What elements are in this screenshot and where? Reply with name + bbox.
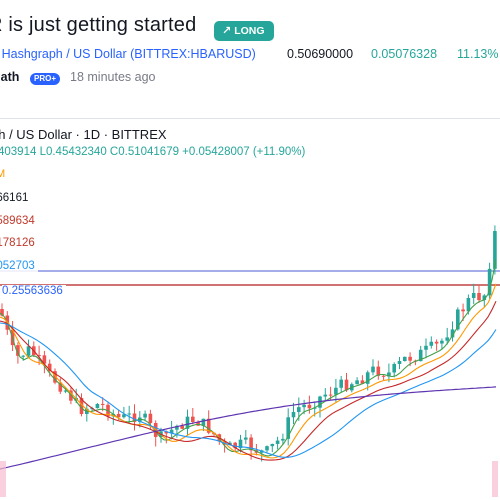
candle-body-71 <box>376 366 381 376</box>
candle-body-82 <box>434 341 439 344</box>
candle-body-35 <box>185 416 190 429</box>
candle-body-76 <box>403 356 407 362</box>
candle-body-61 <box>323 394 328 397</box>
candle-body-67 <box>355 380 359 385</box>
candle-body-50 <box>265 446 269 451</box>
candle-body-25 <box>132 413 137 422</box>
price-chart[interactable] <box>0 119 500 500</box>
symbol-change-percent: 11.13% <box>457 47 499 61</box>
symbol-change: 0.05076328 <box>371 47 438 61</box>
candle-body-27 <box>143 413 147 418</box>
candle-body-72 <box>381 375 386 377</box>
long-badge-label: LONG <box>234 25 265 37</box>
candle-body-65 <box>344 379 349 391</box>
candle-body-51 <box>270 443 275 447</box>
candle-body-39 <box>206 418 211 433</box>
candle-body-68 <box>360 380 365 384</box>
ma-line-red <box>0 300 497 461</box>
candle-body-93 <box>493 230 497 269</box>
candle-body-36 <box>191 416 195 422</box>
candle-body-53 <box>281 438 285 441</box>
candle-body-74 <box>392 363 396 373</box>
candle-body-15 <box>79 398 84 415</box>
ma-line-orange <box>0 283 497 459</box>
candle-body-32 <box>169 429 174 434</box>
candle-body-89 <box>471 292 476 298</box>
candle-body-88 <box>466 297 471 312</box>
candle-body-73 <box>387 372 391 377</box>
candle-body-58 <box>307 404 312 409</box>
candle-body-81 <box>429 341 434 346</box>
candle-body-34 <box>180 425 184 429</box>
candle-body-86 <box>456 309 460 330</box>
candle-body-63 <box>334 387 338 395</box>
candle-body-47 <box>249 437 253 451</box>
candle-body-9 <box>47 363 52 372</box>
candle-body-80 <box>424 345 428 350</box>
candle-body-57 <box>302 404 306 408</box>
candle-body-52 <box>275 440 280 444</box>
candle-body-7 <box>37 355 41 357</box>
author-name[interactable]: nath <box>0 70 20 84</box>
ma-line-purple <box>0 386 497 470</box>
volume-bar-left <box>0 461 6 497</box>
candle-body-24 <box>127 413 131 415</box>
candle-body-44 <box>233 442 237 449</box>
candle-body-4 <box>21 355 25 357</box>
candle-body-12 <box>63 390 68 392</box>
candle-body-37 <box>196 421 200 426</box>
candle-body-75 <box>397 361 402 364</box>
candle-body-5 <box>26 346 31 356</box>
candle-body-62 <box>328 394 333 396</box>
candle-body-77 <box>408 356 412 361</box>
candle-body-92 <box>487 268 492 296</box>
candle-body-31 <box>164 431 169 434</box>
candle-body-91 <box>482 295 487 301</box>
candle-body-70 <box>371 366 375 373</box>
candle-body-3 <box>16 345 20 356</box>
candle-body-69 <box>365 372 370 384</box>
candle-body-45 <box>238 439 243 449</box>
candle-body-84 <box>445 337 449 341</box>
candle-body-79 <box>418 349 423 362</box>
candle-body-8 <box>42 355 47 364</box>
symbol-link[interactable]: ra Hashgraph / US Dollar (BITTREX:HBARUS… <box>0 47 256 61</box>
candle-body-10 <box>53 371 57 383</box>
candle-body-23 <box>122 414 126 418</box>
publish-time: 18 minutes ago <box>70 70 156 84</box>
candle-body-56 <box>297 407 301 412</box>
long-badge: ↗ LONG <box>214 21 274 41</box>
candle-body-33 <box>175 425 179 430</box>
candle-body-38 <box>201 418 206 426</box>
symbol-price: 0.50690000 <box>287 47 354 61</box>
candle-body-85 <box>450 329 455 338</box>
pro-badge: PRO+ <box>30 73 61 85</box>
idea-title[interactable]: R is just getting started <box>0 14 197 36</box>
candle-body-54 <box>286 417 290 439</box>
ma-line-green <box>0 259 497 457</box>
candle-body-19 <box>100 403 105 405</box>
candle-body-55 <box>291 411 296 418</box>
candle-body-90 <box>477 292 481 301</box>
candle-body-87 <box>461 309 465 312</box>
candle-body-11 <box>58 382 63 392</box>
candle-body-28 <box>148 413 153 424</box>
trend-up-icon: ↗ <box>222 25 232 37</box>
candle-body-0 <box>0 309 4 316</box>
candle-body-60 <box>318 396 322 408</box>
candle-body-21 <box>111 413 116 417</box>
ma-line-blue <box>0 322 497 458</box>
volume-bar-right <box>492 461 498 497</box>
candle-body-46 <box>244 437 248 440</box>
candle-body-83 <box>440 340 444 344</box>
header-divider <box>0 118 500 119</box>
candle-body-64 <box>339 379 343 388</box>
idea-header: R is just getting started ↗ LONG ra Hashg… <box>0 0 500 118</box>
candle-body-18 <box>95 403 100 409</box>
candle-body-22 <box>116 413 121 418</box>
